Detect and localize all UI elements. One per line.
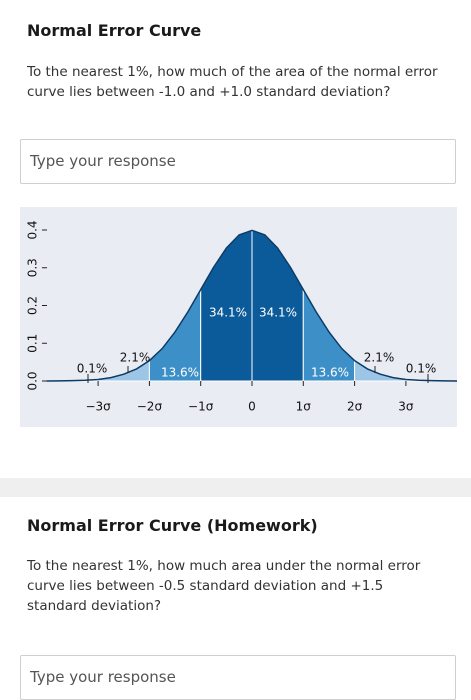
y-tick-label: 0.0 <box>26 371 40 390</box>
x-tick-label: −2σ <box>137 400 163 414</box>
x-tick-label: 2σ <box>347 400 363 414</box>
region-label: 0.1% <box>77 362 108 376</box>
region-label: 13.6% <box>311 366 349 380</box>
question-card: Normal Error Curve To the nearest 1%, ho… <box>0 0 471 478</box>
x-tick-label: 3σ <box>398 400 414 414</box>
region-label: 34.1% <box>259 306 297 320</box>
region-label: 2.1% <box>120 351 151 365</box>
curve <box>46 229 457 382</box>
question-text: To the nearest 1%, how much of the area … <box>27 64 438 100</box>
placeholder: Type your response <box>30 668 176 686</box>
x-tick-label: −3σ <box>85 400 111 414</box>
question-text: To the nearest 1%, how much area under t… <box>27 558 421 614</box>
region-label: 13.6% <box>161 366 199 380</box>
chart: 0.0 0.1 0.2 0.3 0.4 −3σ −2σ −1σ 0 1σ 2σ 3σ 0.1% 2.1% 1… <box>20 207 457 427</box>
x-tick-label: 1σ <box>296 400 312 414</box>
card-title: Normal Error Curve <box>27 21 202 40</box>
y-tick-label: 0.3 <box>26 258 40 277</box>
question-card: Normal Error Curve (Homework) To the nea… <box>0 497 471 700</box>
region-label: 34.1% <box>209 306 247 320</box>
response-input[interactable]: Type your response <box>20 139 456 184</box>
y-tick-label: 0.2 <box>26 296 40 315</box>
x-tick-label: 0 <box>248 400 256 414</box>
card-title: Normal Error Curve (Homework) <box>27 516 318 535</box>
y-tick-label: 0.1 <box>26 334 40 353</box>
region-label: 0.1% <box>406 362 437 376</box>
y-tick-label: 0.4 <box>26 220 40 239</box>
region-label: 2.1% <box>364 351 395 365</box>
x-tick-label: −1σ <box>188 400 214 414</box>
response-input[interactable]: Type your response <box>20 655 456 700</box>
placeholder: Type your response <box>30 152 176 170</box>
